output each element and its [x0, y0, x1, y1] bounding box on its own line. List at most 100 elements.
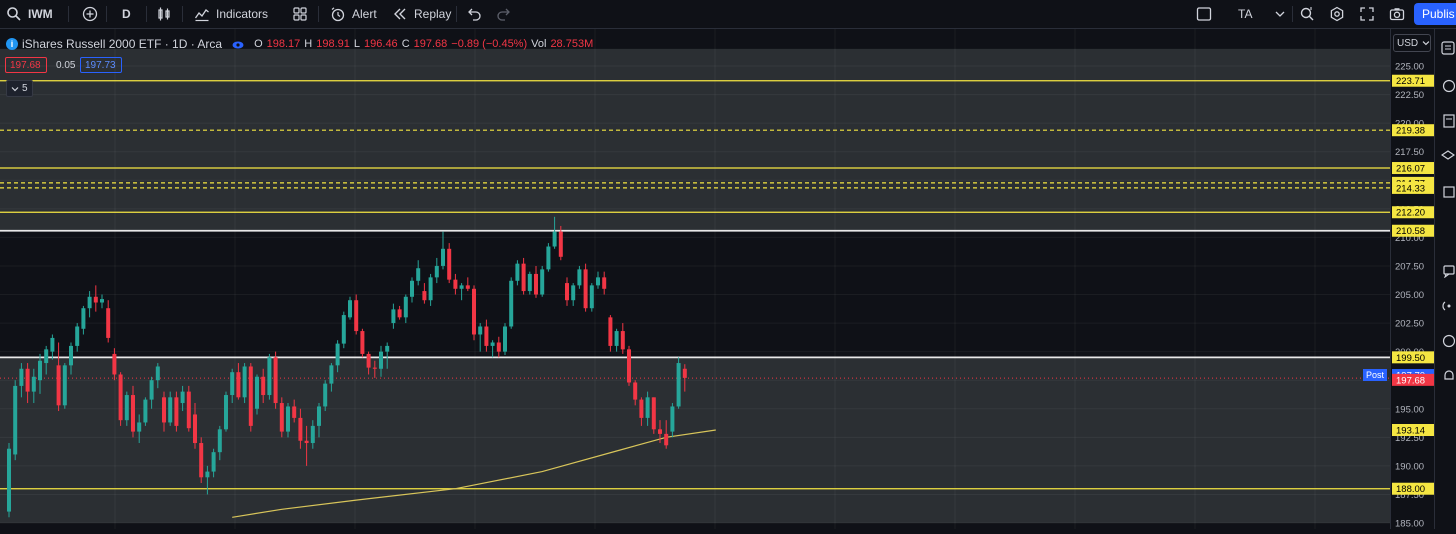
camera-icon: [1389, 8, 1405, 21]
candle-body: [217, 429, 222, 453]
symbol-search-button[interactable]: IWM: [6, 0, 53, 28]
sell-price-box[interactable]: 197.68: [5, 57, 47, 73]
support-resistance-zone: [0, 357, 1390, 523]
price-tick-label: 205.00: [1395, 290, 1424, 301]
chat-icon[interactable]: [1441, 264, 1455, 278]
candle-body: [199, 443, 204, 478]
chart-type-button[interactable]: [156, 0, 172, 28]
level-price-tag-bg: [1392, 124, 1434, 137]
toolbar-divider: [106, 6, 107, 22]
open-value: 198.17: [266, 38, 301, 50]
info-icon[interactable]: i: [6, 38, 18, 50]
price-chart[interactable]: [0, 29, 1390, 529]
candle-body: [472, 288, 476, 335]
candle-body: [527, 273, 532, 292]
candles: [7, 216, 687, 518]
add-circle-icon: [82, 6, 98, 22]
broadcast-icon[interactable]: [1441, 299, 1455, 313]
buy-price-box[interactable]: 197.73: [80, 57, 122, 73]
candle-body: [248, 366, 253, 426]
candle-body: [484, 326, 489, 346]
price-scale[interactable]: 225.00222.50220.00217.50215.00212.50210.…: [1390, 29, 1435, 530]
indicators-collapse-button[interactable]: 5: [6, 80, 33, 97]
alerts-clock-icon[interactable]: [1441, 79, 1455, 93]
candle-body: [589, 285, 594, 309]
candle-body: [38, 360, 42, 381]
chevron-down-icon: [1422, 41, 1430, 46]
candle-body: [490, 342, 495, 346]
layout-button[interactable]: [1196, 0, 1212, 28]
calendar-icon[interactable]: [1441, 185, 1455, 199]
indicators-icon: [194, 9, 209, 22]
currency-select[interactable]: USD: [1393, 34, 1431, 52]
square-layout-icon: [1196, 7, 1212, 21]
level-price-tag: 212.20: [1396, 208, 1425, 219]
candle-body: [255, 376, 259, 409]
low-value: 196.46: [364, 38, 398, 50]
undo-icon: [468, 8, 481, 21]
eye-icon[interactable]: [232, 40, 244, 49]
moving-average-line: [232, 429, 716, 518]
candle-body: [453, 279, 458, 289]
bell-icon[interactable]: [1441, 369, 1455, 383]
candle-body: [478, 326, 483, 335]
legend-title[interactable]: iShares Russell 2000 ETF · 1D · Arca: [22, 37, 223, 51]
candle-body: [577, 269, 582, 286]
templates-button[interactable]: [292, 0, 308, 28]
candle-body: [261, 376, 266, 396]
candle-body: [50, 337, 55, 352]
candle-body: [639, 399, 644, 418]
publish-button[interactable]: Publis: [1414, 3, 1456, 25]
candle-body: [534, 273, 538, 295]
layout-name-button[interactable]: TA: [1238, 0, 1252, 28]
snapshot-button[interactable]: [1389, 0, 1405, 28]
candle-body: [186, 391, 191, 429]
replay-button[interactable]: Replay: [392, 0, 451, 28]
candle-body: [137, 422, 142, 432]
high-label: H: [304, 38, 313, 50]
level-price-tag-bg: [1392, 351, 1434, 364]
alert-button[interactable]: Alert: [330, 0, 377, 28]
quick-search-button[interactable]: [1299, 0, 1315, 28]
chart-legend: i iShares Russell 2000 ETF · 1D · Arca O…: [6, 37, 593, 51]
watchlist-icon[interactable]: [1441, 41, 1455, 55]
candle-body: [56, 365, 61, 406]
candle-body: [540, 269, 545, 295]
toolbar-divider: [318, 6, 319, 22]
candle-body: [397, 309, 402, 318]
candle-body: [236, 372, 241, 398]
level-price-tag: 216.07: [1396, 164, 1425, 175]
publish-label: Publis: [1422, 7, 1455, 21]
redo-button[interactable]: [496, 0, 512, 28]
notes-icon[interactable]: [1441, 114, 1455, 128]
right-sidebar: [1434, 29, 1456, 529]
gear-icon: [1330, 6, 1344, 22]
indicators-button[interactable]: Indicators: [194, 0, 268, 28]
candle-body: [391, 309, 396, 324]
settings-button[interactable]: [1329, 0, 1345, 28]
candle-body: [112, 353, 117, 375]
chart-grid: [0, 29, 1390, 529]
candle-body: [118, 374, 123, 421]
help-icon[interactable]: [1441, 334, 1455, 348]
compare-button[interactable]: [82, 0, 98, 28]
candle-body: [310, 425, 315, 444]
candle-body: [434, 265, 439, 278]
candle-body: [521, 263, 526, 292]
price-tick-label: 195.00: [1395, 404, 1424, 415]
price-tick-label: 185.00: [1395, 519, 1424, 530]
undo-button[interactable]: [466, 0, 482, 28]
candle-body: [205, 471, 210, 478]
rewind-icon: [394, 8, 406, 20]
post-label: Post: [1365, 370, 1384, 381]
level-price-tag: 188.00: [1396, 484, 1425, 495]
toolbar-divider: [68, 6, 69, 22]
candle-body: [143, 399, 148, 423]
interval-button[interactable]: D: [122, 0, 131, 28]
candle-body: [465, 285, 470, 289]
redo-icon: [497, 8, 510, 21]
layers-icon[interactable]: [1441, 149, 1455, 163]
fullscreen-button[interactable]: [1359, 0, 1375, 28]
level-price-tag: 223.71: [1396, 76, 1425, 87]
layout-menu-button[interactable]: [1272, 0, 1288, 28]
